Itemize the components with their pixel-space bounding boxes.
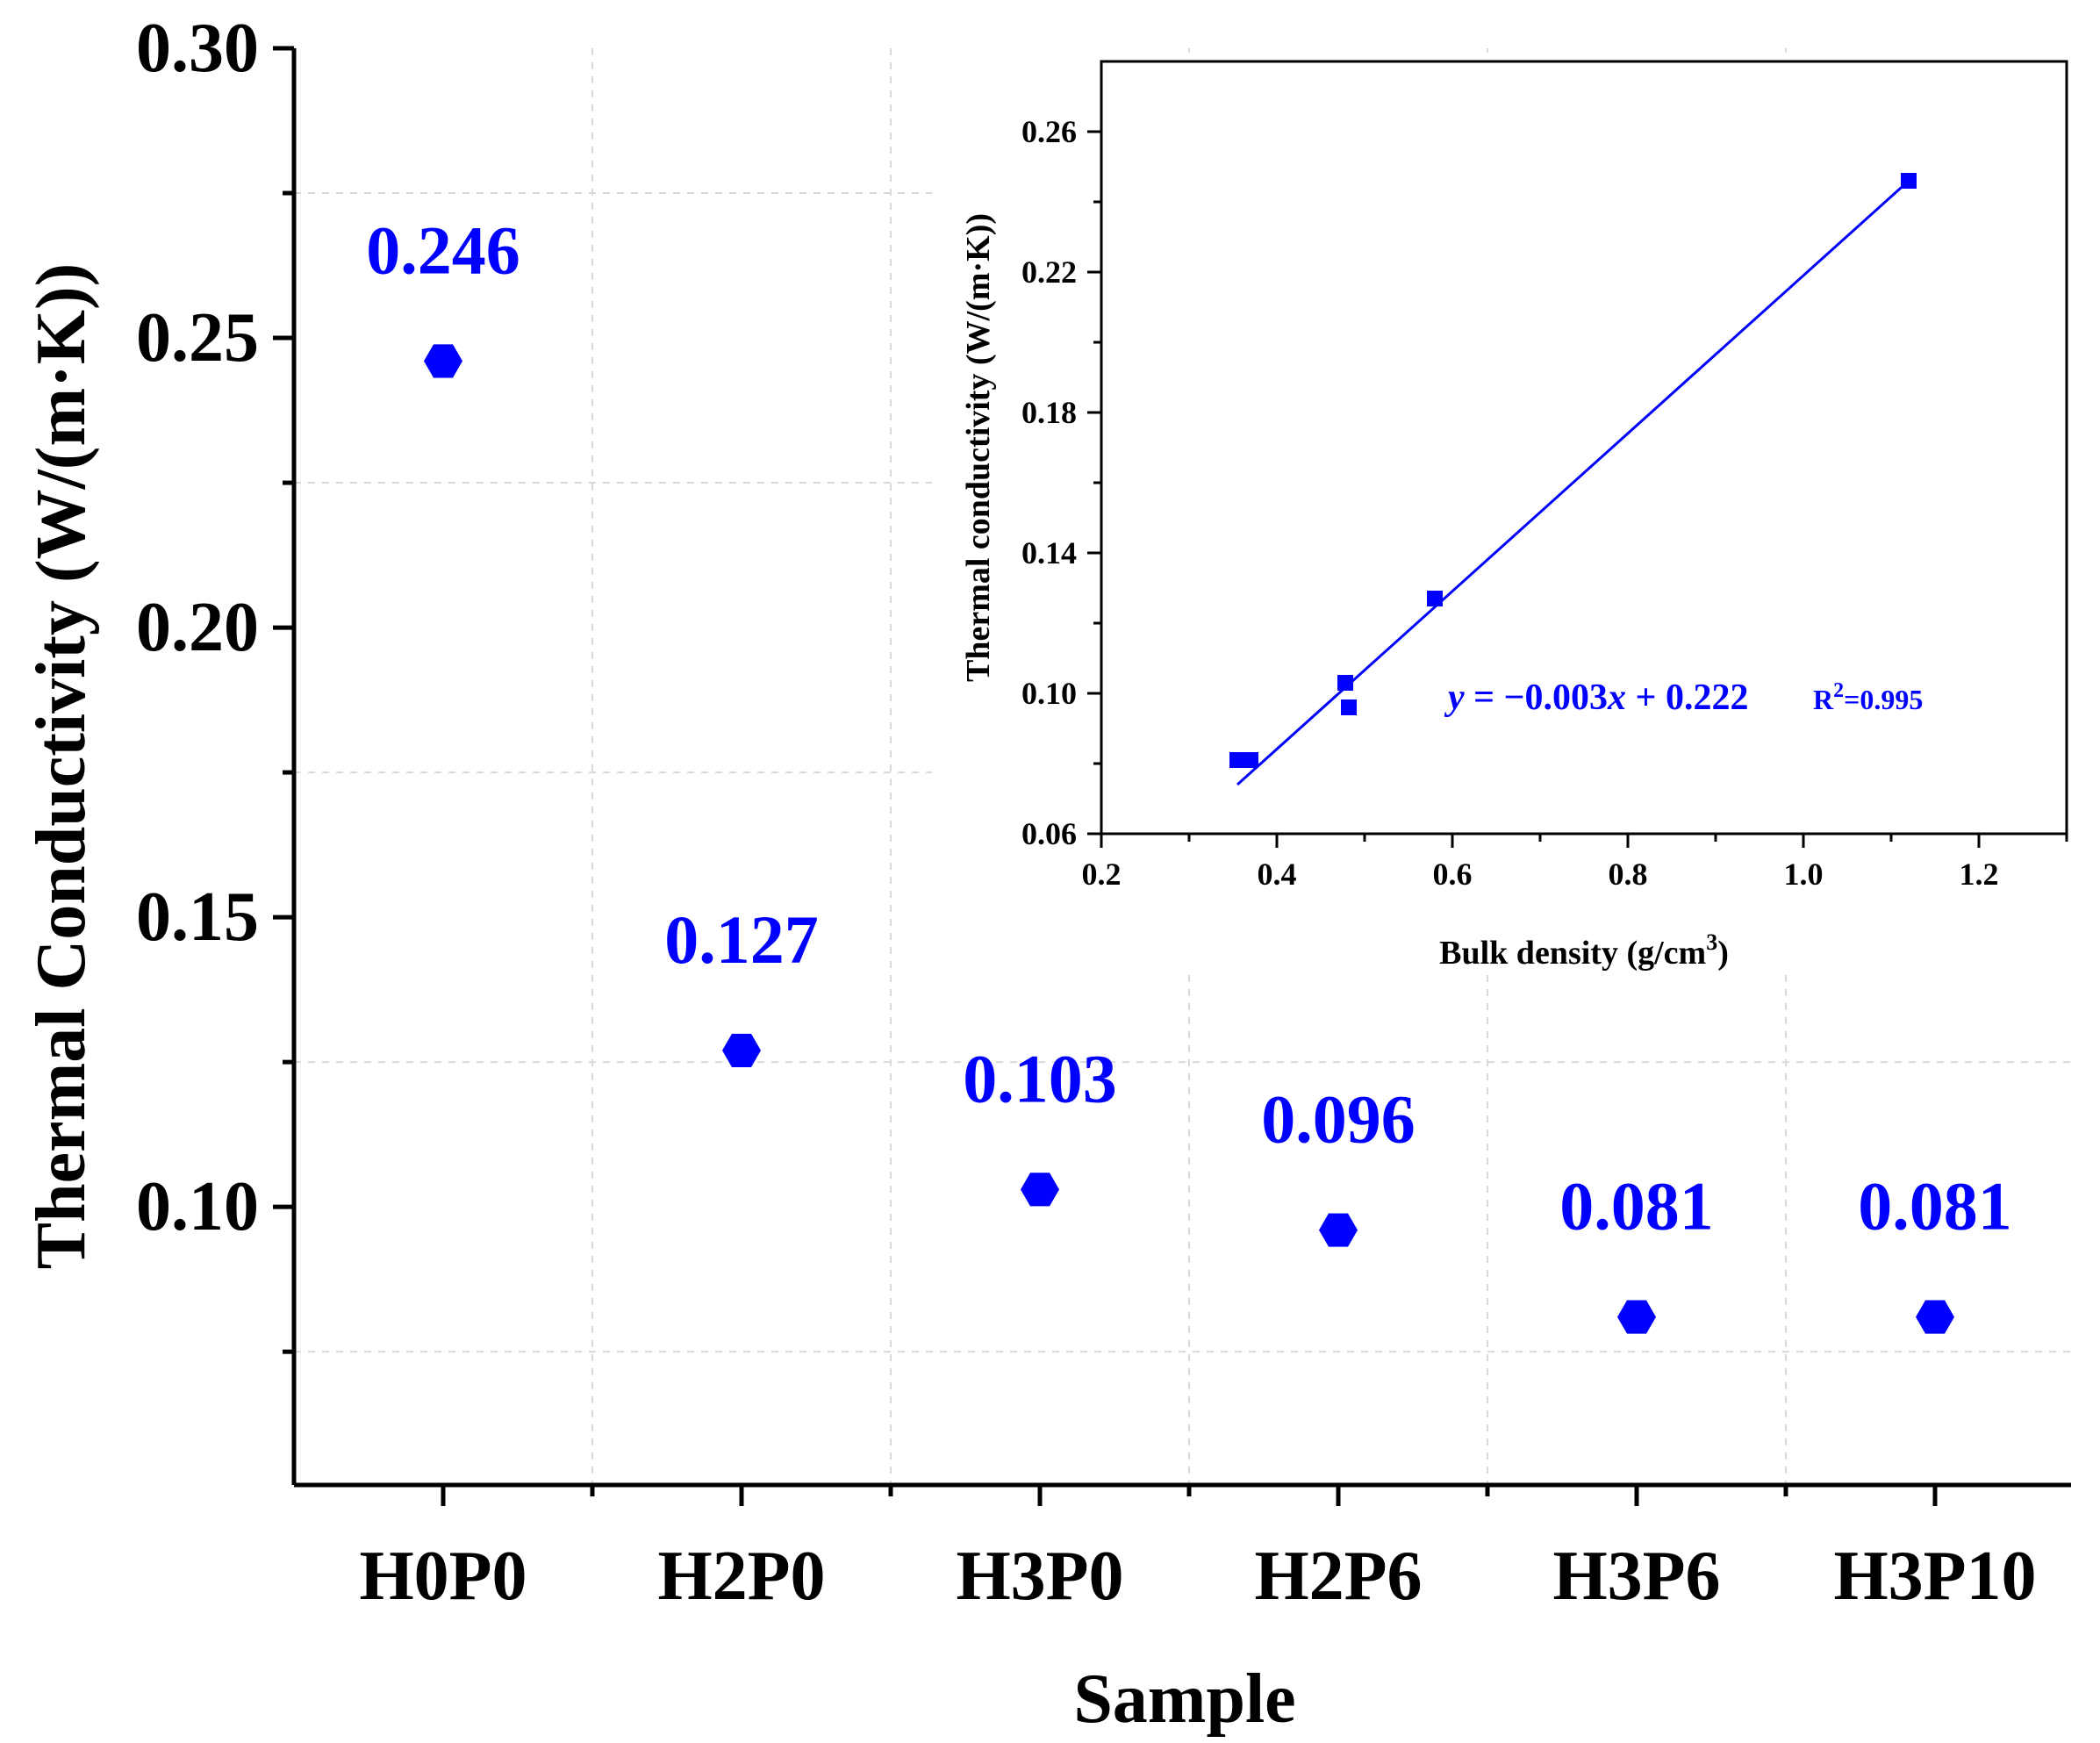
main-x-tick-label: H3P6 xyxy=(1552,1538,1720,1615)
inset-data-point xyxy=(1337,675,1353,691)
inset-data-points xyxy=(1229,173,1917,768)
main-data-points xyxy=(424,344,1954,1334)
main-y-tick-label: 0.30 xyxy=(136,10,259,87)
main-y-tick-label: 0.10 xyxy=(136,1168,259,1245)
inset-y-tick-label: 0.22 xyxy=(1021,255,1077,290)
inset-x-tick-label: 1.2 xyxy=(1960,857,1999,892)
inset-x-tick-label: 0.8 xyxy=(1609,857,1648,892)
main-data-point xyxy=(424,344,462,378)
main-data-point xyxy=(1617,1300,1656,1334)
main-x-tick-label: H3P10 xyxy=(1833,1538,2036,1615)
main-y-tick-label: 0.15 xyxy=(136,879,259,956)
main-data-label: 0.127 xyxy=(664,901,819,978)
main-data-label: 0.246 xyxy=(366,212,520,288)
inset-data-point xyxy=(1427,591,1443,606)
inset-y-ticks: 0.06 0.10 0.14 0.18 0.22 0.26 xyxy=(1021,114,1101,851)
inset-y-axis-title: Thermal conductivity (W/(m·K)) xyxy=(960,213,997,682)
main-data-point xyxy=(1319,1213,1358,1247)
inset-fit-equation: y = −0.003x + 0.222 xyxy=(1444,678,1748,718)
inset-y-tick-label: 0.06 xyxy=(1021,816,1077,851)
inset-y-tick-label: 0.18 xyxy=(1021,395,1077,430)
main-x-tick-label: H3P0 xyxy=(956,1538,1123,1615)
inset-x-ticks: 0.2 0.4 0.6 0.8 1.0 1.2 xyxy=(1082,834,2068,892)
inset-y-tick-label: 0.14 xyxy=(1021,535,1077,570)
main-x-tick-label: H2P0 xyxy=(657,1538,825,1615)
main-data-label: 0.103 xyxy=(963,1040,1117,1116)
inset-chart: 0.06 0.10 0.14 0.18 0.22 0.26 0.2 0.4 0.6 0.8 1.0… xyxy=(932,53,2073,972)
main-data-labels: 0.246 0.127 0.103 0.096 0.081 0.081 xyxy=(366,212,2012,1244)
main-data-point xyxy=(1021,1173,1059,1207)
inset-r-squared: R2=0.995 xyxy=(1813,679,1923,715)
inset-data-point xyxy=(1243,752,1258,768)
main-y-tick-label: 0.25 xyxy=(136,299,259,377)
main-x-tick-label: H0P0 xyxy=(359,1538,527,1615)
inset-x-tick-label: 0.4 xyxy=(1258,857,1297,892)
inset-data-point xyxy=(1229,752,1245,768)
main-data-label: 0.081 xyxy=(1858,1168,2012,1244)
inset-data-point xyxy=(1341,699,1357,715)
inset-y-tick-label: 0.10 xyxy=(1021,676,1077,711)
main-data-point xyxy=(722,1033,761,1067)
main-chart: 0.10 0.15 0.20 0.25 0.30 H0P0 H2P0 H3P0 H2P6 H3P… xyxy=(23,10,2071,1738)
main-y-tick-label: 0.20 xyxy=(136,589,259,666)
inset-x-axis-title: Bulk density (g/cm3) xyxy=(1439,929,1729,972)
main-data-label: 0.081 xyxy=(1559,1168,1714,1244)
main-x-tick-label: H2P6 xyxy=(1254,1538,1422,1615)
inset-y-tick-label: 0.26 xyxy=(1021,114,1077,149)
main-y-ticks: 0.10 0.15 0.20 0.25 0.30 xyxy=(136,10,294,1354)
inset-x-tick-label: 1.0 xyxy=(1784,857,1824,892)
main-data-label: 0.096 xyxy=(1261,1081,1416,1158)
inset-frame xyxy=(1100,60,2068,836)
main-x-ticks: H0P0 H2P0 H3P0 H2P6 H3P6 H3P10 xyxy=(359,1485,2037,1615)
main-x-axis-title: Sample xyxy=(1073,1661,1295,1738)
inset-x-tick-label: 0.6 xyxy=(1433,857,1473,892)
inset-x-tick-label: 0.2 xyxy=(1082,857,1122,892)
inset-data-point xyxy=(1901,173,1917,189)
main-data-point xyxy=(1916,1300,1954,1334)
main-y-axis-title: Thermal Conductivity (W/(m·K)) xyxy=(23,263,100,1270)
